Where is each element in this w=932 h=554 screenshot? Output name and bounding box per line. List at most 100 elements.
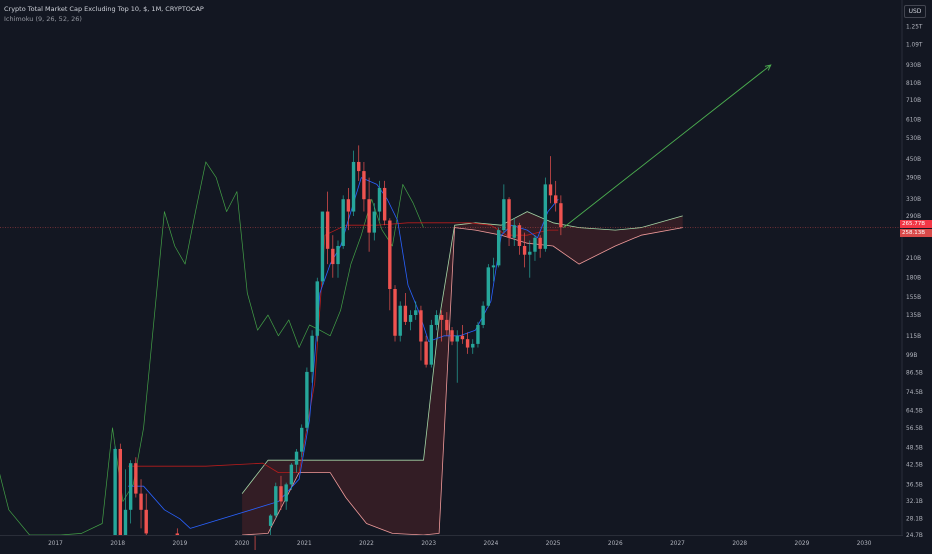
y-tick-label: 610B <box>906 118 921 124</box>
candle-body <box>471 343 475 348</box>
symbol-title[interactable]: Crypto Total Market Cap Excluding Top 10… <box>4 5 204 13</box>
candle <box>315 277 319 342</box>
candle <box>294 448 299 473</box>
candle <box>481 301 485 329</box>
candle-body <box>346 199 351 212</box>
candle <box>455 330 459 383</box>
y-tick-label: 56.5B <box>906 426 923 432</box>
candle <box>144 493 148 535</box>
candle-body <box>362 171 366 200</box>
candle <box>382 180 387 226</box>
candle <box>372 203 376 241</box>
x-tick-label: 2026 <box>608 541 623 547</box>
x-tick-label: 2017 <box>48 541 63 547</box>
x-tick-label: 2021 <box>297 541 312 547</box>
candle <box>393 285 397 342</box>
y-tick-label: 155B <box>906 295 921 301</box>
candle-body <box>528 251 532 255</box>
candle <box>310 330 314 383</box>
candle-body <box>543 184 548 249</box>
candle <box>268 514 273 535</box>
x-tick-label: 2029 <box>795 541 810 547</box>
y-tick-label: 42.5B <box>906 463 923 469</box>
candle <box>320 211 325 286</box>
candle <box>123 469 128 535</box>
y-tick-label: 48.5B <box>906 446 923 452</box>
candle <box>279 475 283 510</box>
candle <box>465 332 470 354</box>
candle-body <box>450 330 454 342</box>
y-tick-label: 36.5B <box>906 482 923 488</box>
candle-body <box>341 199 345 246</box>
candle <box>398 301 402 342</box>
indicator-label[interactable]: Ichimoku (9, 26, 52, 26) <box>4 15 82 23</box>
candle-body <box>538 237 542 249</box>
candle-body <box>274 486 278 516</box>
candle-body <box>434 314 439 325</box>
x-tick-label: 2024 <box>484 541 499 547</box>
candle <box>377 180 382 221</box>
candle <box>512 218 516 246</box>
y-tick-label: 74.5B <box>906 390 923 396</box>
candle-body <box>372 211 376 233</box>
candle <box>284 482 288 510</box>
candle-body <box>144 509 148 534</box>
candle-body <box>139 493 143 510</box>
candle-body <box>502 199 506 231</box>
x-tick-label: 2020 <box>235 541 250 547</box>
candle <box>445 312 449 336</box>
candle-body <box>268 515 273 526</box>
candle-body <box>460 335 465 340</box>
chikou-line <box>0 161 424 536</box>
x-tick-label: 2027 <box>670 541 685 547</box>
candle <box>414 301 418 320</box>
candle-body <box>414 310 418 315</box>
x-tick-label: 2028 <box>732 541 747 547</box>
candle <box>496 227 501 268</box>
y-tick-label: 530B <box>906 136 921 142</box>
candle <box>118 443 122 535</box>
candle-body <box>310 335 314 372</box>
candle <box>325 191 330 265</box>
y-tick-label: 1.09T <box>906 42 923 48</box>
candle <box>419 305 423 361</box>
candle <box>346 187 351 231</box>
candle-body <box>331 248 335 265</box>
candle <box>486 264 491 308</box>
currency-button[interactable]: USD <box>904 5 926 18</box>
candle-body <box>517 225 522 246</box>
y-tick-label: 28.1B <box>906 516 923 522</box>
candle <box>336 240 340 278</box>
chart-legend: Crypto Total Market Cap Excluding Top 10… <box>4 4 204 24</box>
candle <box>424 335 428 368</box>
candle-body <box>445 319 449 331</box>
cloud-price-tag: 258.13B <box>900 228 932 237</box>
candle <box>274 482 278 519</box>
candle-body <box>382 187 387 221</box>
y-tick-label: 290B <box>906 214 921 220</box>
overlay <box>0 64 902 228</box>
y-tick-label: 330B <box>906 197 921 203</box>
candle-body <box>439 314 444 320</box>
candle <box>507 197 511 246</box>
candle <box>450 327 454 346</box>
y-tick-label: 24.7B <box>906 533 923 539</box>
trend-arrow-head <box>764 64 772 71</box>
candle-body <box>465 339 470 348</box>
candle-body <box>123 509 128 535</box>
candle-body <box>279 486 283 502</box>
candle <box>362 161 366 212</box>
candle <box>403 292 408 325</box>
candle-body <box>481 305 485 325</box>
senkou-span-a-line <box>241 211 683 494</box>
candle-body <box>315 281 319 336</box>
candle <box>300 424 304 458</box>
candle-body <box>357 161 361 172</box>
candle <box>331 235 335 278</box>
candle-body <box>393 288 397 336</box>
y-tick-label: 180B <box>906 276 921 282</box>
candle-body <box>507 199 511 238</box>
candle <box>113 446 117 535</box>
